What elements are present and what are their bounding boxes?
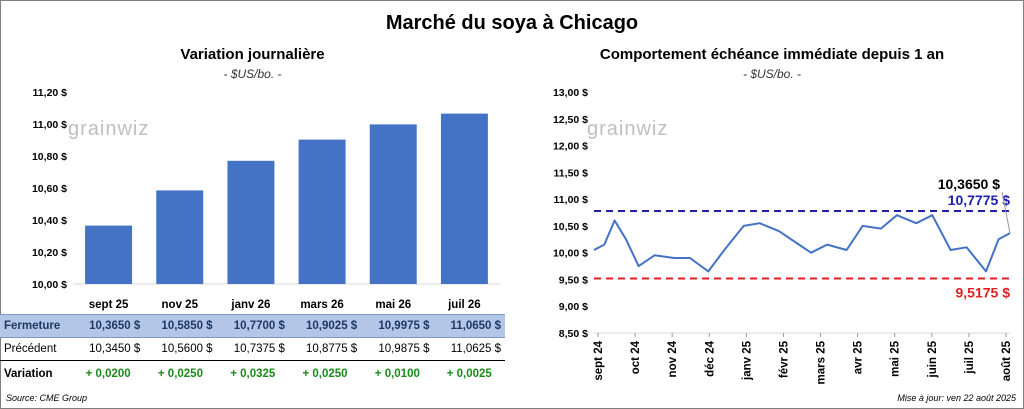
table-cell: 10,5850 $: [144, 314, 217, 338]
bar-category-label: sept 25: [89, 299, 129, 311]
line-x-tick-label: mars 25: [816, 340, 828, 384]
line-y-tick-label: 8,50 $: [559, 328, 588, 340]
row-label: Précédent: [0, 337, 72, 361]
bar-category-label: mars 26: [300, 299, 343, 311]
source-note: Source: CME Group: [6, 393, 88, 403]
change-row: Variation + 0,0200 + 0,0250 + 0,0325 + 0,025…: [0, 361, 505, 388]
bar: [298, 139, 346, 284]
row-label: Variation: [4, 368, 53, 380]
table-cell: 10,8775 $: [288, 337, 362, 361]
bar-y-tick-label: 10,60 $: [32, 183, 67, 195]
bar-category-label: juil 26: [447, 299, 481, 311]
table-cell: 10,9025 $: [288, 314, 362, 338]
table-cell: + 0,0325: [230, 368, 276, 380]
table-cell: 11,0625 $: [433, 337, 505, 361]
previous-row: Précédent 10,3450 $10,5600 $10,7375 $10,8…: [0, 337, 505, 361]
line-y-tick-label: 11,00 $: [554, 194, 589, 206]
bar-chart-title: Variation journalière: [180, 46, 325, 63]
update-note: Mise à jour: ven 22 août 2025: [897, 393, 1016, 403]
table-cell: 10,3450 $: [72, 337, 145, 361]
closing-row: Fermeture 10,3650 $10,5850 $10,7700 $10,9…: [0, 314, 505, 338]
table-cell: + 0,0025: [446, 368, 492, 380]
line-x-tick-label: sept 24: [593, 340, 605, 380]
bar: [156, 190, 204, 284]
bar: [227, 160, 275, 284]
line-x-tick-label: août 25: [1001, 340, 1013, 381]
line-y-tick-label: 9,00 $: [559, 301, 588, 313]
bar-y-tick-label: 11,00 $: [33, 119, 68, 131]
bar-category-label: mai 26: [375, 299, 411, 311]
table-cell: 10,7375 $: [216, 337, 289, 361]
bar-y-tick-label: 10,80 $: [32, 151, 67, 163]
line-y-tick-label: 12,00 $: [553, 141, 588, 153]
line-chart-subtitle: - $US/bo. -: [742, 67, 802, 81]
table-cell: 10,7700 $: [216, 314, 289, 338]
line-y-tick-label: 10,50 $: [553, 221, 588, 233]
bar-y-tick-label: 11,20 $: [33, 87, 68, 99]
bar-chart-subtitle: - $US/bo. -: [223, 67, 282, 81]
line-y-tick-label: 10,00 $: [553, 248, 588, 260]
line-x-tick-label: juin 25: [927, 340, 939, 378]
table-cell: + 0,0250: [157, 368, 203, 380]
price-series-line: [593, 214, 1011, 273]
table-cell: 10,9975 $: [361, 314, 434, 338]
bar-y-tick-label: 10,00 $: [32, 279, 67, 291]
main-title: Marché du soya à Chicago: [385, 12, 639, 34]
table-cell: + 0,0200: [85, 368, 131, 380]
bar-category-label: nov 25: [162, 299, 199, 311]
line-x-tick-label: oct 24: [630, 340, 642, 374]
line-y-tick-label: 12,50 $: [553, 114, 588, 126]
bar-y-tick-label: 10,20 $: [32, 247, 67, 259]
line-x-tick-label: mai 25: [890, 340, 902, 376]
line-y-tick-label: 9,50 $: [559, 274, 588, 286]
last-value-label: 10,3650 $: [938, 176, 1000, 192]
watermark-logo-left: grainwiz: [68, 118, 150, 140]
table-cell: 10,3650 $: [72, 314, 145, 338]
bar: [369, 124, 417, 285]
bar: [440, 113, 488, 284]
line-x-tick-label: janv 25: [741, 340, 753, 381]
table-cell: 11,0650 $: [433, 314, 505, 338]
line-x-tick-label: nov 24: [667, 340, 679, 377]
bar-y-tick-label: 10,40 $: [32, 215, 67, 227]
line-x-tick-label: déc 24: [704, 340, 716, 376]
line-x-tick-label: févr 25: [778, 340, 790, 378]
table-cell: 10,9875 $: [361, 337, 434, 361]
table-cell: + 0,0250: [302, 368, 348, 380]
row-label: Fermeture: [0, 314, 72, 338]
bar-chart: 10,00 $ 10,20 $ 10,40 $ 10,60 $ 10,80 $ 11,00…: [32, 87, 500, 311]
line-x-tick-label: avr 25: [853, 340, 865, 374]
price-table: Fermeture 10,3650 $10,5850 $10,7700 $10,9…: [0, 314, 505, 387]
line-chart-title: Comportement échéance immédiate depuis 1…: [599, 46, 945, 63]
high-reference-label: 10,7775 $: [948, 192, 1010, 208]
bar: [85, 225, 133, 284]
line-x-tick-label: juil 25: [964, 340, 976, 374]
line-y-tick-label: 13,00 $: [553, 87, 588, 99]
watermark-logo-right: grainwiz: [587, 118, 669, 140]
table-cell: + 0,0100: [374, 368, 420, 380]
line-y-tick-label: 11,50 $: [554, 167, 589, 179]
table-cell: 10,5600 $: [144, 337, 217, 361]
low-reference-label: 9,5175 $: [956, 285, 1011, 301]
last-value-leader: [1001, 191, 1011, 234]
bar-category-label: janv 26: [230, 299, 270, 311]
